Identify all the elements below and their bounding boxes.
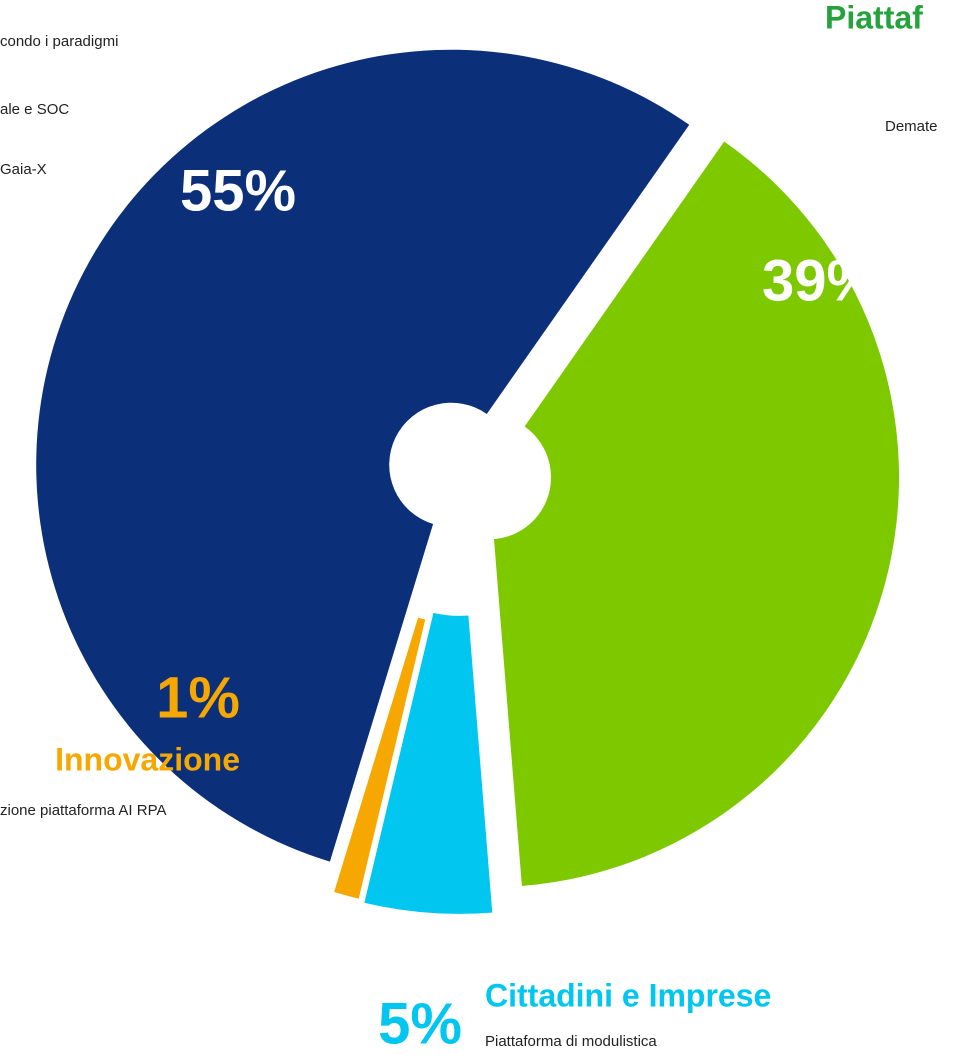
slice-description: Demate	[885, 118, 938, 135]
pie-slice	[334, 617, 426, 899]
slice-description: condo i paradigmi	[0, 33, 118, 50]
value-label: 39%	[762, 248, 878, 313]
value-label: 55%	[180, 158, 296, 223]
slice-name: Innovazione	[55, 741, 240, 777]
value-label: 1%	[156, 665, 240, 730]
slice-description: Piattaforma di modulistica	[485, 1033, 657, 1050]
slice-name: Piattaf	[825, 0, 923, 35]
slice-name: Cittadini e Imprese	[485, 977, 771, 1013]
pie-slice	[36, 49, 690, 862]
pie-slice	[364, 612, 493, 914]
pie-slice	[493, 141, 900, 887]
slice-description: ale e SOC	[0, 101, 69, 118]
value-label: 5%	[378, 991, 462, 1055]
slice-description: Gaia-X	[0, 161, 47, 178]
slice-description: zione piattaforma AI RPA	[0, 802, 166, 819]
